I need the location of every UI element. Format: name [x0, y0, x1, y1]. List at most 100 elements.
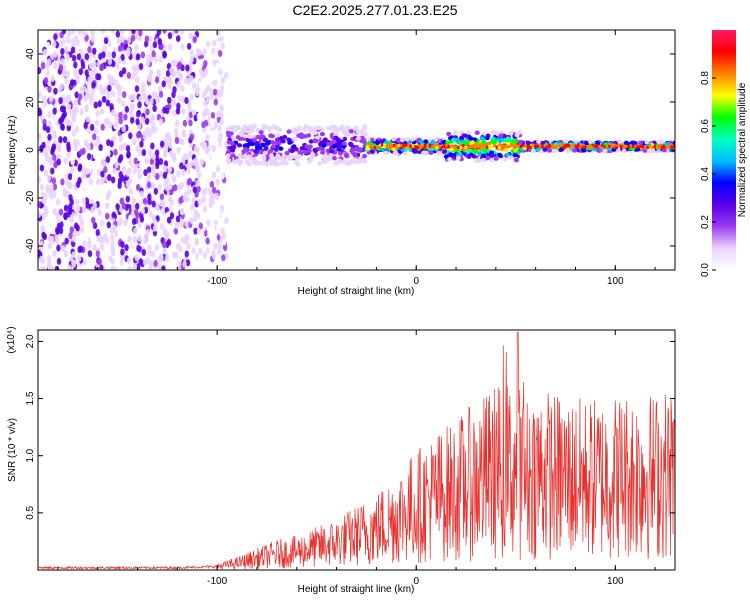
noise-cell [179, 220, 184, 228]
noise-cell [92, 133, 97, 141]
line-core-cell [404, 143, 408, 147]
signal-cell [672, 140, 675, 146]
noise-cell [136, 131, 141, 139]
signal-cell [447, 157, 453, 162]
signal-cell [572, 148, 578, 153]
noise-cell [127, 235, 132, 243]
noise-cell [119, 197, 124, 205]
signal-cell [428, 150, 434, 155]
noise-cell [218, 131, 224, 139]
noise-cell [110, 257, 116, 265]
noise-cell [151, 163, 156, 171]
signal-cell [348, 128, 354, 134]
noise-cell [71, 54, 77, 62]
noise-cell [193, 145, 199, 153]
noise-cell [171, 174, 176, 182]
noise-cell [125, 145, 131, 153]
noise-cell [185, 64, 190, 72]
signal-cell [249, 141, 255, 147]
signal-cell [466, 154, 472, 159]
signal-cell [399, 137, 405, 143]
noise-cell [71, 129, 77, 137]
noise-cell [55, 198, 61, 206]
noise-cell [138, 62, 144, 70]
noise-cell [82, 258, 87, 266]
signal-cell [237, 136, 243, 141]
noise-cell [43, 76, 49, 84]
noise-cell [205, 95, 211, 103]
noise-cell [213, 121, 219, 129]
signal-cell [454, 148, 460, 153]
noise-cell [148, 263, 153, 270]
noise-cell [61, 70, 66, 78]
noise-cell [106, 73, 112, 81]
signal-cell [229, 141, 235, 146]
signal-cell [596, 148, 602, 153]
noise-cell [150, 113, 156, 121]
signal-cell [642, 148, 648, 153]
noise-cell [77, 245, 82, 253]
line-core-cell [648, 143, 652, 147]
noise-cell [48, 156, 53, 164]
noise-cell [128, 132, 133, 140]
noise-cell [71, 173, 77, 181]
noise-cell [155, 159, 160, 167]
noise-cell [154, 149, 160, 157]
noise-cell [186, 167, 191, 175]
noise-cell [39, 240, 44, 248]
line-core-cell [373, 146, 377, 150]
signal-cell [661, 147, 667, 153]
x-tick-label: -100 [207, 576, 227, 587]
noise-cell [118, 111, 123, 119]
signal-cell [391, 137, 397, 142]
noise-cell [180, 85, 185, 93]
signal-cell [638, 140, 644, 146]
noise-cell [118, 144, 123, 152]
noise-cell [49, 192, 54, 200]
signal-cell [333, 130, 339, 135]
line-core-cell [629, 144, 633, 148]
line-core-cell [579, 144, 583, 148]
noise-cell [117, 45, 123, 53]
line-core-cell [541, 145, 544, 149]
noise-cell [209, 180, 215, 188]
noise-cell [214, 213, 219, 221]
signal-cell [306, 148, 312, 154]
noise-cell [121, 202, 127, 210]
signal-cell [317, 161, 323, 166]
noise-cell [176, 170, 181, 178]
noise-cell [198, 80, 203, 88]
noise-cell [107, 174, 112, 182]
noise-cell [217, 242, 223, 250]
noise-cell [102, 86, 108, 94]
noise-cell [60, 245, 66, 253]
signal-cell [465, 149, 471, 155]
noise-cell [182, 119, 188, 127]
noise-cell [222, 238, 227, 246]
noise-cell [207, 78, 212, 86]
noise-cell [138, 258, 143, 266]
noise-cell [112, 167, 117, 175]
noise-cell [139, 215, 145, 223]
noise-cell [117, 181, 122, 189]
colorbar-tick-label: 0.4 [700, 167, 711, 181]
signal-cell [251, 159, 257, 165]
noise-cell [66, 30, 72, 38]
noise-cell [52, 153, 57, 161]
signal-cell [325, 154, 331, 159]
noise-cell [105, 202, 110, 210]
noise-cell [38, 147, 41, 155]
noise-cell [42, 118, 47, 126]
signal-cell [547, 148, 553, 153]
noise-cell [159, 140, 165, 148]
noise-cell [67, 173, 73, 181]
signal-cell [481, 140, 487, 145]
noise-cell [77, 164, 82, 172]
signal-cell [535, 147, 541, 152]
noise-cell [141, 81, 146, 89]
signal-cell [621, 148, 627, 154]
line-core-cell [435, 146, 439, 150]
noise-cell [169, 150, 174, 158]
noise-cell [106, 150, 111, 158]
line-core-cell [591, 145, 594, 149]
